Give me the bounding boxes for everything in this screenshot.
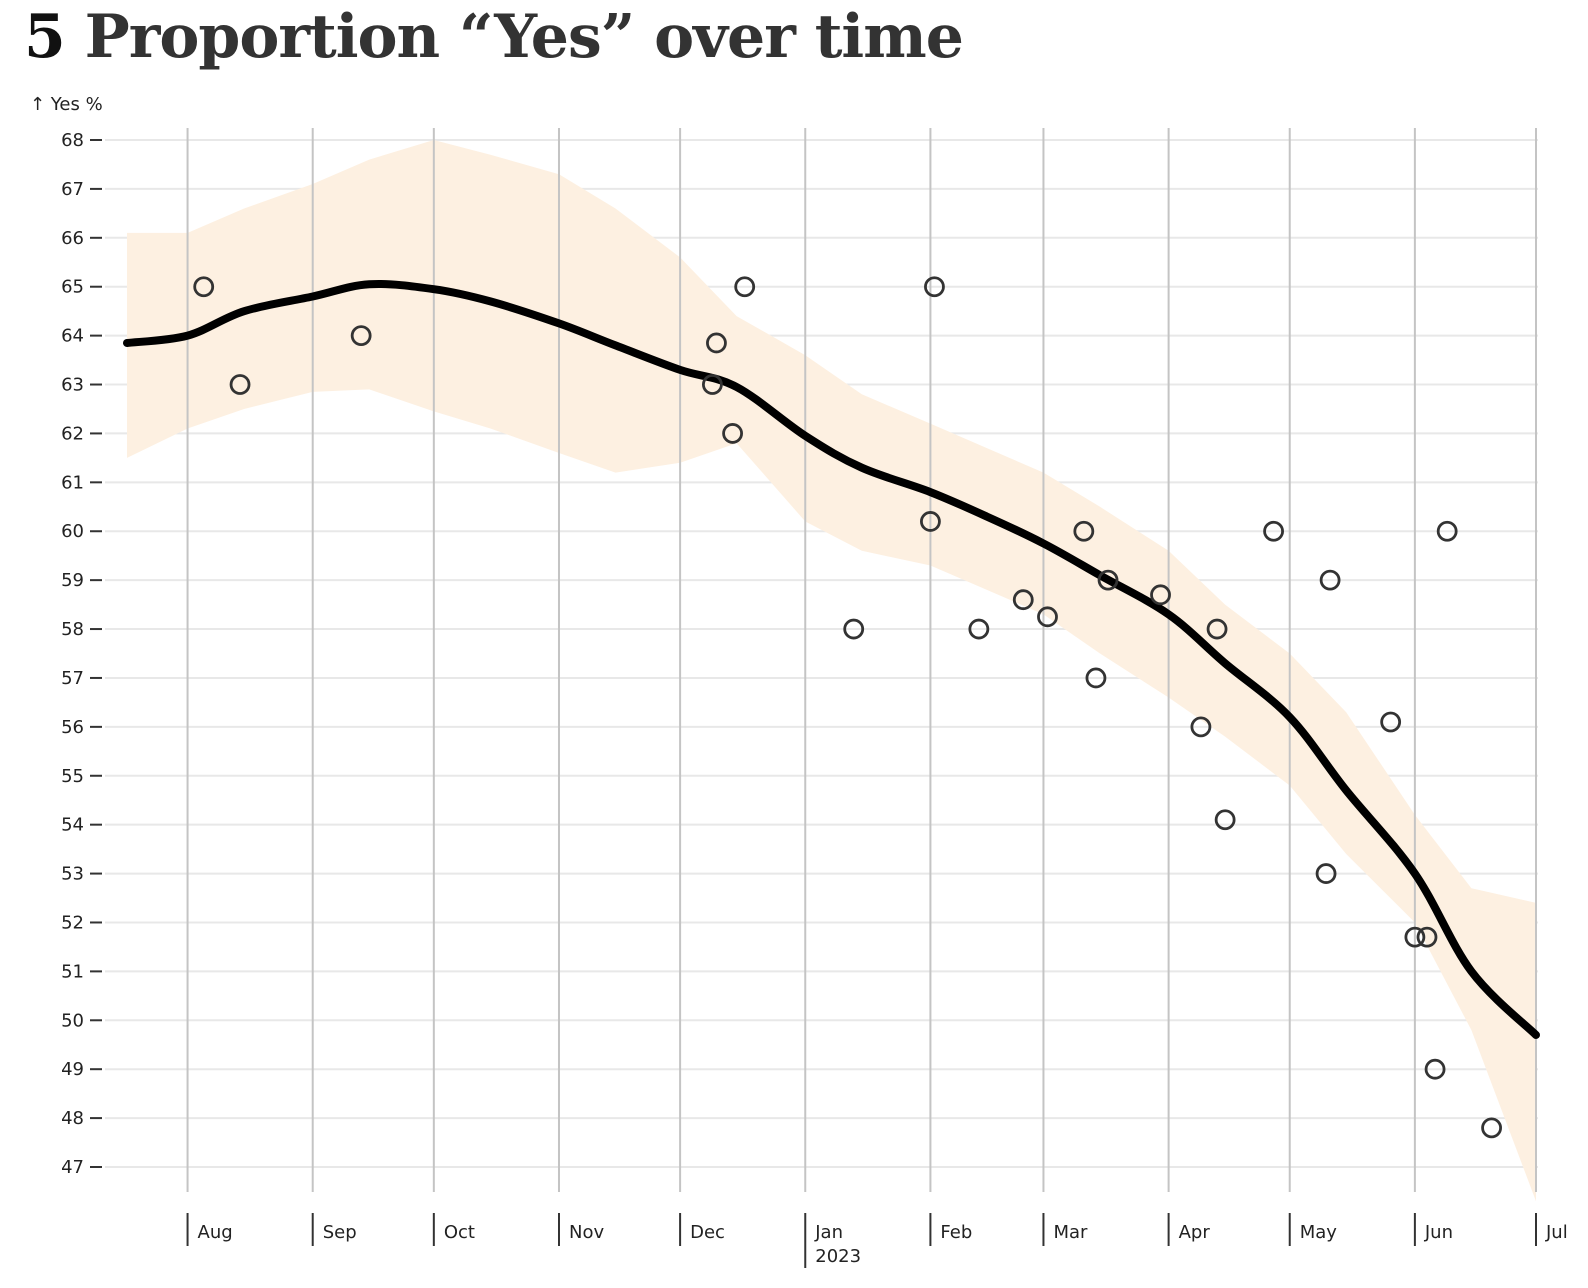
y-tick-label: 49 (61, 1059, 84, 1080)
poll-point (1319, 569, 1341, 591)
y-tick-label: 58 (61, 619, 84, 640)
poll-point (920, 511, 941, 532)
y-tick-label: 57 (61, 668, 84, 689)
x-tick-label: Mar (1053, 1222, 1088, 1243)
poll-point (924, 276, 945, 298)
poll-point (193, 276, 215, 298)
poll-point (722, 423, 743, 444)
y-tick-label: 60 (61, 521, 84, 542)
y-tick-label: 52 (61, 912, 84, 933)
y-tick-label: 67 (61, 179, 84, 200)
y-tick-label: 51 (61, 961, 84, 982)
y-tick-label: 59 (61, 570, 84, 591)
poll-point (1085, 667, 1107, 689)
poll-point (1481, 1117, 1502, 1139)
poll-point (1097, 569, 1119, 591)
y-tick-label: 56 (61, 717, 84, 738)
y-tick-label: 66 (61, 228, 84, 249)
x-axis: Aug Sep Oct Nov Dec Jan 2023 Feb Mar Apr May Jun Jul (186, 1213, 1568, 1268)
poll-point (350, 325, 372, 347)
poll-point (1263, 520, 1284, 542)
y-axis-label: ↑ Yes % (30, 94, 103, 115)
y-tick-label: 65 (61, 277, 84, 298)
x-tick-label: Jan (814, 1222, 843, 1243)
poll-point (1404, 926, 1426, 948)
poll-point (1380, 711, 1402, 733)
x-tick-label: Jul (1545, 1222, 1568, 1243)
poll-point (1012, 589, 1034, 611)
poll-point (1214, 809, 1236, 831)
poll-point (968, 618, 990, 640)
poll-point (1073, 520, 1095, 542)
poll-point (734, 276, 756, 298)
poll-point (1424, 1058, 1446, 1080)
y-axis: ↑ Yes % 47 48 49 50 51 52 53 54 55 56 57 58 59 60 61 62… (30, 94, 103, 1178)
poll-point (1190, 716, 1212, 738)
poll-point (702, 374, 723, 395)
y-tick-label: 62 (61, 423, 84, 444)
uncertainty-band (127, 140, 1536, 1202)
trend-line-layer (123, 280, 1540, 1039)
x-tick-label: Jun (1424, 1222, 1453, 1243)
grid-layer (105, 139, 1538, 1168)
y-tick-label: 63 (61, 375, 84, 396)
x-tick-label: Oct (444, 1222, 475, 1243)
y-tick-label: 68 (61, 130, 84, 151)
y-tick-label: 47 (61, 1157, 84, 1178)
x-tick-label: Feb (940, 1222, 972, 1243)
y-tick-label: 50 (61, 1010, 84, 1031)
x-tick-label: May (1300, 1222, 1338, 1243)
poll-point (1315, 863, 1337, 884)
uncertainty-band-layer (127, 140, 1536, 1202)
poll-point (1436, 520, 1458, 542)
poll-point (1416, 926, 1438, 948)
figure-number: 5 (24, 2, 66, 72)
x-tick-label: Apr (1179, 1222, 1211, 1243)
x-tick-label: Dec (690, 1222, 725, 1243)
month-rules-layer (186, 128, 1537, 1192)
y-tick-label: 48 (61, 1108, 84, 1129)
poll-points-layer (193, 276, 1502, 1139)
y-tick-label: 61 (61, 472, 84, 493)
poll-point (706, 332, 727, 354)
poll-point (1206, 618, 1228, 640)
poll-point (843, 618, 865, 640)
x-tick-label: Nov (569, 1222, 604, 1243)
poll-point (229, 374, 251, 395)
poll-point (1037, 606, 1058, 628)
x-tick-label: Sep (323, 1222, 357, 1243)
x-tick-year-label: 2023 (815, 1246, 861, 1267)
y-tick-label: 54 (61, 815, 84, 836)
y-tick-label: 55 (61, 766, 84, 787)
x-tick-label: Aug (198, 1222, 233, 1243)
trend-line (123, 280, 1540, 1039)
chart-title: 5 Proportion “Yes” over time (24, 2, 964, 72)
poll-point (1150, 584, 1171, 606)
y-tick-label: 53 (61, 864, 84, 885)
figure-title: Proportion “Yes” over time (84, 2, 964, 72)
y-tick-label: 64 (61, 326, 84, 347)
